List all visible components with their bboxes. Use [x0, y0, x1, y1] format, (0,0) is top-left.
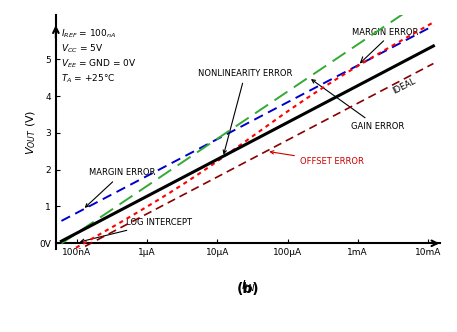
Text: $V_{EE}$ = GND = 0V: $V_{EE}$ = GND = 0V	[61, 57, 137, 70]
Text: $T_A$ = +25°C: $T_A$ = +25°C	[61, 72, 116, 85]
Text: (b): (b)	[237, 282, 259, 296]
Text: NONLINEARITY ERROR: NONLINEARITY ERROR	[198, 69, 292, 153]
Text: $V_{CC}$ = 5V: $V_{CC}$ = 5V	[61, 42, 104, 55]
Text: MARGIN ERROR: MARGIN ERROR	[352, 28, 419, 37]
Text: $I_{REF}$ = 100$_{nA}$: $I_{REF}$ = 100$_{nA}$	[61, 28, 117, 41]
Y-axis label: $V_{OUT}$ (V): $V_{OUT}$ (V)	[24, 109, 38, 155]
Text: IDEAL: IDEAL	[391, 77, 417, 96]
Text: LOG INTERCEPT: LOG INTERCEPT	[81, 218, 192, 242]
Text: $I_{IN}$: $I_{IN}$	[241, 279, 255, 294]
Text: MARGIN ERROR: MARGIN ERROR	[85, 168, 156, 207]
Text: GAIN ERROR: GAIN ERROR	[312, 80, 404, 131]
Text: OFFSET ERROR: OFFSET ERROR	[271, 151, 364, 166]
